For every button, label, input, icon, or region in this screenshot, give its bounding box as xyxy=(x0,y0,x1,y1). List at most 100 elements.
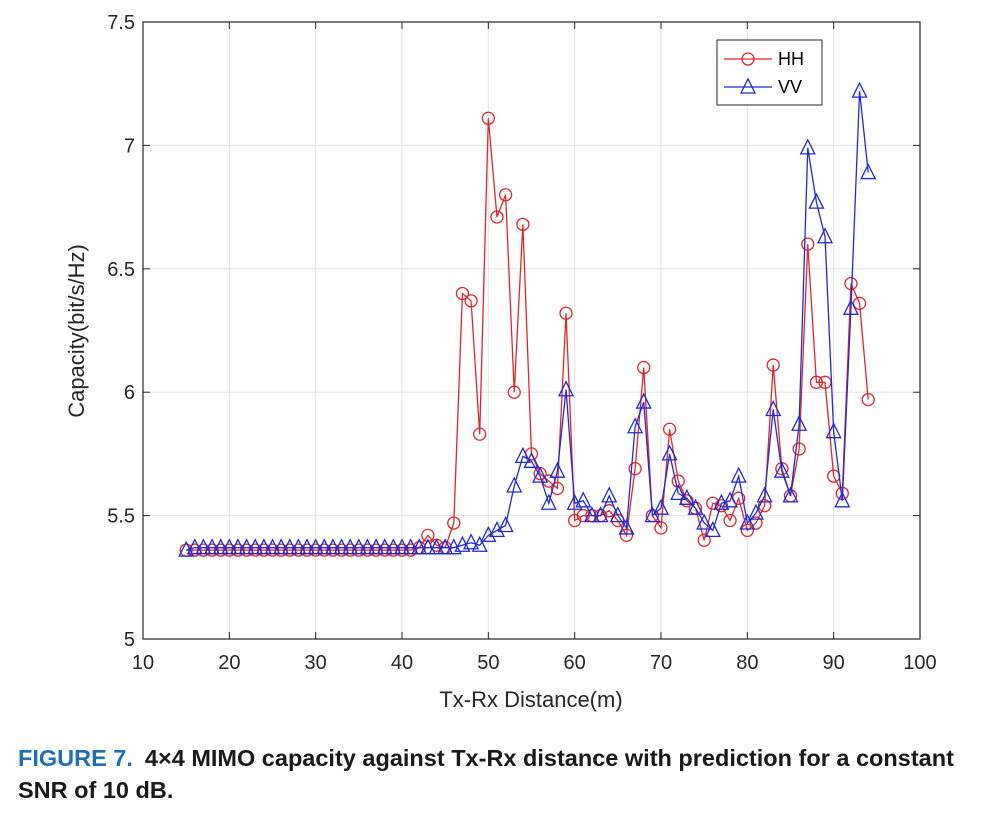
data-point-vv xyxy=(661,444,678,461)
data-point-vv xyxy=(506,476,523,493)
x-axis-label: Tx-Rx Distance(m) xyxy=(439,687,622,712)
data-point-hh xyxy=(714,499,729,513)
data-point-hh xyxy=(196,543,211,557)
data-point-vv xyxy=(523,451,540,468)
data-point-hh xyxy=(334,543,349,557)
data-point-vv xyxy=(704,520,721,538)
data-point-vv xyxy=(756,486,773,503)
data-point-hh xyxy=(447,516,461,530)
data-point-hh xyxy=(205,543,219,557)
data-point-vv xyxy=(609,506,626,523)
data-point-hh xyxy=(231,543,245,557)
grid-lines xyxy=(143,22,920,639)
data-point-hh xyxy=(378,543,392,557)
data-point-vv xyxy=(532,466,549,483)
data-point-vv xyxy=(842,298,859,315)
data-point-vv xyxy=(860,163,877,180)
data-point-vv xyxy=(851,81,868,98)
legend-box xyxy=(716,39,823,106)
data-point-hh xyxy=(352,543,366,557)
x-tick-label: 30 xyxy=(305,652,327,674)
data-point-hh xyxy=(386,543,401,557)
x-tick-label: 80 xyxy=(736,652,758,674)
data-point-vv xyxy=(816,227,834,244)
data-point-hh xyxy=(464,294,478,308)
data-point-vv xyxy=(773,461,790,478)
data-point-vv xyxy=(549,461,566,478)
data-point-hh xyxy=(395,543,409,557)
data-point-hh xyxy=(265,543,280,557)
data-point-vv xyxy=(480,525,497,542)
y-tick-label: 7.5 xyxy=(107,12,135,34)
data-point-vv xyxy=(575,491,592,508)
data-point-hh xyxy=(360,543,375,557)
data-point-vv xyxy=(791,414,808,431)
y-tick-label: 6 xyxy=(124,382,135,404)
data-point-vv xyxy=(592,506,609,523)
data-point-vv xyxy=(186,538,203,555)
data-point-vv xyxy=(471,535,488,552)
capacity-chart: 10 20 30 40 50 60 70 80 90 100 5 5.5 6 6.5 7 7.5 Tx-Rx … xyxy=(64,12,937,712)
data-point-vv xyxy=(376,538,393,555)
data-point-vv xyxy=(463,533,480,550)
data-point-vv xyxy=(782,486,799,503)
x-tick-label: 60 xyxy=(564,652,586,674)
data-point-hh xyxy=(628,462,642,476)
data-point-vv xyxy=(342,538,359,555)
data-point-vv xyxy=(601,486,618,503)
figure-caption: FIGURE 7. 4×4 MIMO capacity against Tx-Rx… xyxy=(18,742,978,806)
data-point-hh xyxy=(766,358,780,372)
data-point-vv xyxy=(739,513,756,530)
x-tick-label: 100 xyxy=(903,652,936,674)
data-point-hh xyxy=(490,210,504,224)
y-tick-label: 5 xyxy=(124,629,135,651)
figure-label: FIGURE 7. xyxy=(18,745,133,771)
data-point-vv xyxy=(247,538,264,555)
data-point-hh xyxy=(421,528,435,542)
data-point-hh xyxy=(852,296,867,311)
data-point-hh xyxy=(188,543,202,557)
data-point-hh xyxy=(757,499,772,513)
data-point-vv xyxy=(350,538,367,555)
data-point-vv xyxy=(411,538,428,555)
data-point-vv xyxy=(747,503,765,520)
data-point-hh xyxy=(248,543,262,557)
series-vv xyxy=(178,81,877,557)
data-point-hh xyxy=(619,528,634,542)
data-point-hh xyxy=(680,494,694,508)
data-point-hh xyxy=(516,217,530,232)
data-point-hh xyxy=(576,508,590,523)
data-point-hh xyxy=(706,496,720,510)
data-point-vv xyxy=(540,493,557,510)
data-point-vv xyxy=(368,538,385,555)
data-point-vv xyxy=(195,538,212,555)
axis-ticks: 10 20 30 40 50 60 70 80 90 100 5 5.5 6 6.5 7 7.5 xyxy=(107,12,937,674)
data-point-hh xyxy=(550,481,565,496)
data-point-hh xyxy=(861,392,875,407)
data-point-hh xyxy=(326,543,340,557)
x-tick-label: 90 xyxy=(823,652,845,674)
series-line-vv xyxy=(185,91,869,551)
x-tick-label: 50 xyxy=(477,652,499,674)
data-point-vv xyxy=(359,538,376,555)
x-tick-label: 20 xyxy=(218,652,240,674)
data-point-vv xyxy=(307,538,324,555)
data-point-vv xyxy=(204,538,221,555)
data-point-vv xyxy=(808,192,825,209)
data-point-vv xyxy=(316,538,333,555)
data-point-hh xyxy=(309,543,323,557)
data-point-vv xyxy=(765,400,782,417)
data-point-vv xyxy=(652,498,670,515)
data-point-vv xyxy=(437,538,454,555)
data-point-hh xyxy=(473,427,487,441)
data-point-hh xyxy=(801,237,815,251)
x-tick-label: 70 xyxy=(650,652,672,674)
data-point-hh xyxy=(239,543,254,557)
data-point-hh xyxy=(455,286,470,301)
data-point-vv xyxy=(557,380,575,397)
data-point-hh xyxy=(291,543,306,557)
data-point-hh xyxy=(507,385,521,399)
data-point-vv xyxy=(298,538,316,555)
data-point-vv xyxy=(488,520,506,538)
data-point-hh xyxy=(749,516,763,530)
